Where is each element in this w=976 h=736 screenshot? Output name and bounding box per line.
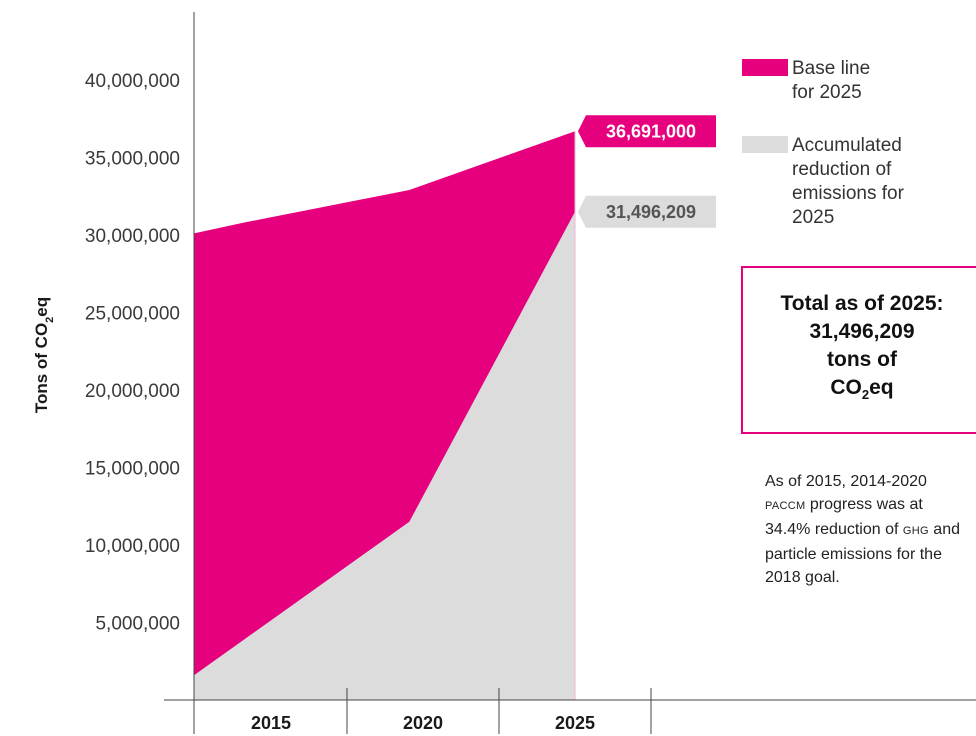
callout-box [578, 195, 716, 228]
legend-item-baseline: Base line for 2025 [742, 57, 932, 105]
x-tick-label: 2020 [403, 713, 443, 733]
callout-value: 31,496,209 [606, 202, 696, 222]
legend-label-line: 2025 [792, 207, 835, 228]
note-text: progress was at 34.4% reduction of [765, 496, 923, 538]
legend-swatch-reduction [742, 136, 788, 153]
note-text: and particle emissions for the 2018 goal… [765, 521, 960, 586]
y-tick-labels: 5,000,000 10,000,000 15,000,000 20,000,000 2… [85, 71, 180, 635]
legend-swatch-baseline [742, 59, 788, 76]
x-tick-label: 2025 [555, 713, 595, 733]
total-summary-box: Total as of 2025: 31,496,209 tons of CO2… [741, 266, 976, 434]
y-tick-label: 20,000,000 [85, 381, 180, 402]
callout-value: 36,691,000 [606, 121, 696, 141]
progress-note: As of 2015, 2014-2020 PACCM progress was … [765, 470, 965, 589]
legend-label-baseline: Base line for 2025 [792, 57, 932, 105]
y-axis-label-subscript: 2 [44, 317, 56, 323]
co2-subscript: 2 [861, 387, 870, 403]
chart-areas [194, 131, 576, 701]
y-tick-label: 40,000,000 [85, 71, 180, 92]
note-abbr-ghg: GHG [902, 525, 929, 537]
y-axis-label-suffix: eq [32, 297, 51, 317]
y-tick-label: 15,000,000 [85, 459, 180, 480]
legend-label-line: for 2025 [792, 82, 862, 103]
reduction-area [194, 211, 575, 701]
legend-label-line: Accumulated [792, 135, 902, 156]
y-tick-label: 30,000,000 [85, 226, 180, 247]
total-unit-line: tons of [827, 348, 897, 372]
total-title: Total as of 2025: [780, 292, 944, 316]
legend-label-line: Base line [792, 58, 871, 79]
co2-prefix: CO [830, 376, 862, 400]
legend-label-line: emissions for [792, 183, 904, 204]
x-tick-label: 2015 [251, 713, 291, 733]
y-tick-label: 35,000,000 [85, 149, 180, 170]
note-text: As of 2015, 2014-2020 [765, 473, 927, 490]
y-tick-label: 10,000,000 [85, 536, 180, 557]
total-unit-co2: CO2eq [781, 374, 944, 409]
total-value: 31,496,209 [809, 320, 915, 344]
y-axis-label: Tons of CO2eq [32, 297, 56, 413]
legend-item-reduction: Accumulated reduction of emissions for 2… [742, 134, 932, 230]
chart-axes [164, 12, 976, 734]
y-tick-label: 5,000,000 [95, 614, 180, 635]
legend-label-reduction: Accumulated reduction of emissions for 2… [792, 134, 932, 230]
y-axis-label-prefix: Tons of CO [32, 323, 51, 413]
x-tick-labels: 2015 2020 2025 [251, 713, 595, 733]
y-tick-label: 25,000,000 [85, 304, 180, 325]
value-callouts: 36,691,000 31,496,209 [578, 115, 716, 228]
co2-suffix: eq [869, 376, 894, 400]
total-summary-text: Total as of 2025: 31,496,209 tons of CO2… [781, 290, 944, 409]
legend-label-line: reduction of [792, 159, 892, 180]
callout-box [578, 115, 716, 148]
note-abbr-paccm: PACCM [765, 500, 806, 512]
